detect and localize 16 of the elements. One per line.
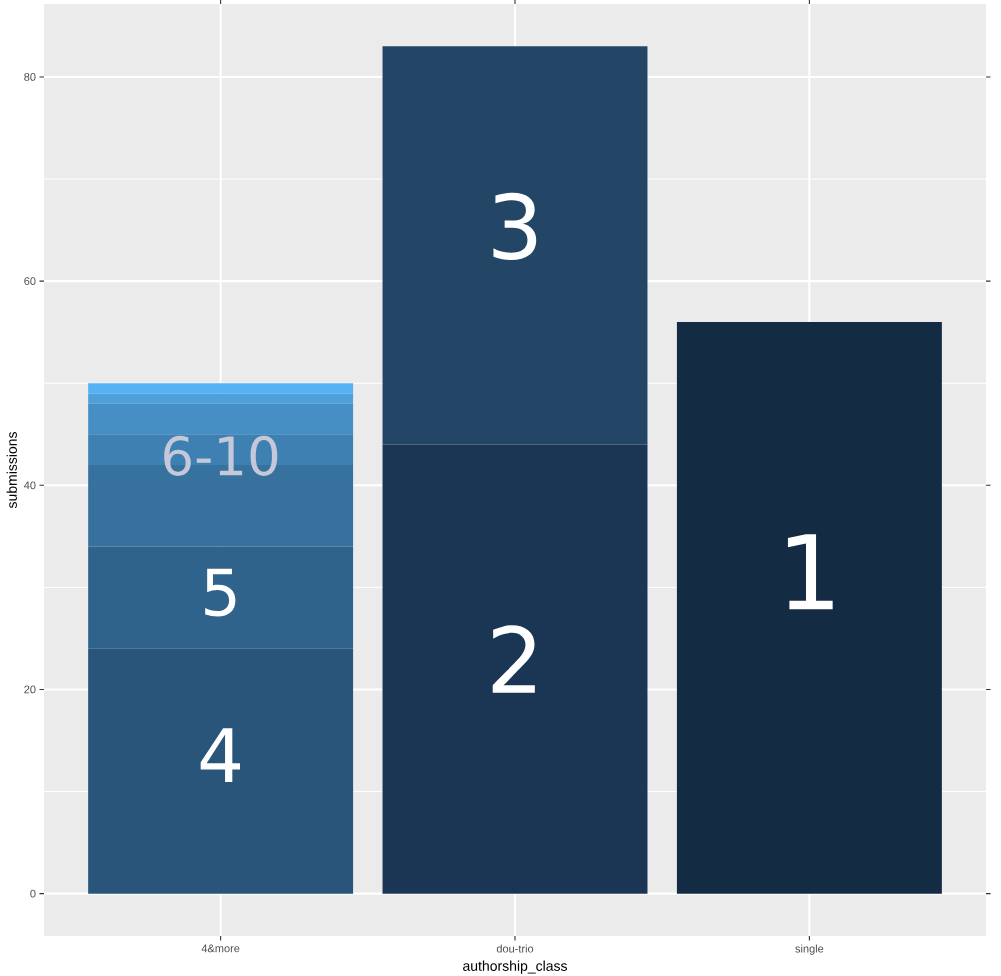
annotation: 2 bbox=[492, 625, 535, 693]
annotation: 3 bbox=[493, 192, 537, 261]
y-tick-label: 40 bbox=[23, 481, 36, 490]
y-axis-title: submissions bbox=[6, 431, 17, 509]
x-tick-label: dou-trio bbox=[496, 944, 534, 953]
annotation: 6-10 bbox=[164, 435, 278, 476]
x-axis-title: authorship_class bbox=[463, 960, 568, 974]
x-tick-label: 4&more bbox=[201, 944, 240, 953]
annotation: 1 bbox=[787, 534, 833, 610]
y-tick-label: 60 bbox=[24, 277, 36, 286]
annotation: 5 bbox=[205, 568, 236, 617]
y-tick-label: 20 bbox=[24, 685, 36, 694]
x-tick-label: single bbox=[795, 944, 824, 955]
annotation: 4 bbox=[200, 728, 241, 783]
y-tick-label: 80 bbox=[24, 73, 36, 81]
y-tick-label: 0 bbox=[30, 889, 36, 898]
